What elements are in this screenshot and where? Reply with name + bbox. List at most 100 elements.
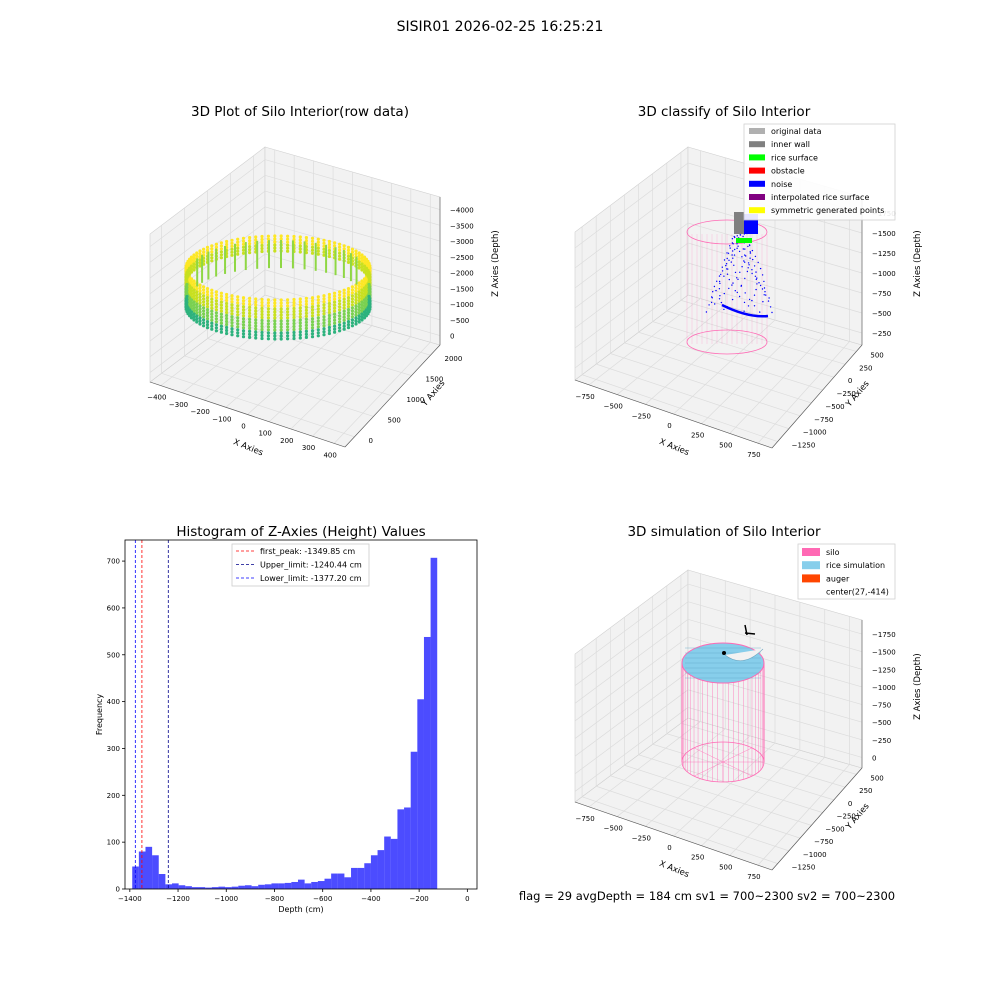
y-axis-line bbox=[771, 767, 863, 871]
data-point bbox=[346, 293, 351, 297]
data-point bbox=[292, 318, 296, 323]
data-point bbox=[202, 312, 206, 316]
data-point bbox=[210, 321, 214, 325]
noise-point bbox=[736, 277, 738, 279]
data-point bbox=[316, 298, 320, 302]
legend-swatch bbox=[802, 561, 820, 570]
noise-point bbox=[753, 305, 756, 307]
data-point bbox=[198, 286, 202, 290]
data-point bbox=[248, 299, 252, 303]
noise-point bbox=[714, 303, 716, 305]
data-point bbox=[260, 246, 264, 251]
noise-point bbox=[771, 311, 773, 314]
data-point bbox=[357, 260, 361, 264]
data-point bbox=[342, 327, 346, 331]
data-point bbox=[254, 306, 258, 310]
data-point bbox=[198, 252, 202, 256]
data-point bbox=[236, 316, 240, 320]
histogram-bar bbox=[145, 846, 153, 889]
data-point bbox=[185, 285, 189, 290]
histogram-bar bbox=[218, 886, 226, 889]
data-point bbox=[260, 240, 264, 245]
data-point bbox=[327, 307, 331, 312]
gridline-x bbox=[290, 183, 392, 430]
data-point bbox=[219, 318, 223, 322]
data-point bbox=[185, 300, 189, 305]
data-point bbox=[266, 319, 270, 323]
data-point bbox=[286, 307, 290, 311]
data-point bbox=[273, 328, 277, 332]
data-point bbox=[225, 328, 229, 333]
data-point bbox=[322, 238, 326, 242]
data-point bbox=[304, 308, 308, 312]
data-point bbox=[304, 245, 308, 249]
data-point bbox=[248, 302, 252, 306]
data-point bbox=[357, 296, 361, 300]
noise-point bbox=[743, 260, 745, 262]
data-point bbox=[322, 306, 326, 310]
data-point bbox=[219, 247, 223, 251]
noise-point bbox=[745, 255, 747, 257]
data-point bbox=[298, 333, 302, 337]
y-tick-label: −750 bbox=[814, 416, 833, 424]
noise-point bbox=[705, 311, 708, 313]
data-point bbox=[338, 326, 342, 330]
data-point bbox=[202, 250, 206, 254]
legend-label: Lower_limit: -1377.20 cm bbox=[260, 574, 362, 583]
data-point bbox=[254, 235, 258, 239]
histogram-bar bbox=[244, 885, 252, 889]
data-point bbox=[185, 297, 189, 302]
data-point bbox=[254, 303, 258, 307]
z-tick-label: −1000 bbox=[450, 301, 474, 309]
data-point bbox=[219, 250, 223, 254]
data-point bbox=[342, 303, 346, 307]
data-point bbox=[360, 312, 364, 316]
data-point bbox=[195, 296, 199, 300]
data-point bbox=[254, 300, 258, 304]
data-point bbox=[225, 319, 229, 324]
data-point bbox=[316, 249, 320, 253]
data-point bbox=[316, 334, 320, 338]
histogram-bar bbox=[172, 883, 179, 889]
data-point bbox=[273, 237, 277, 241]
data-point bbox=[304, 329, 308, 333]
x-tick-label: 250 bbox=[691, 432, 704, 440]
gridline-z bbox=[149, 159, 441, 247]
data-point bbox=[248, 236, 252, 240]
histogram-bar bbox=[404, 807, 411, 889]
data-point bbox=[354, 286, 358, 290]
noise-point bbox=[727, 268, 729, 270]
legend: silo rice simulation auger center(27,-414) bbox=[797, 543, 896, 600]
legend-label: inner wall bbox=[771, 140, 810, 149]
data-point bbox=[195, 287, 199, 291]
data-point bbox=[310, 302, 315, 306]
x-tick-label: 0 bbox=[465, 895, 469, 903]
data-point bbox=[316, 313, 320, 317]
y-tick-label: 0 bbox=[848, 800, 852, 808]
noise-point bbox=[763, 294, 765, 296]
data-point bbox=[360, 318, 364, 322]
data-point bbox=[298, 336, 302, 340]
data-point bbox=[198, 304, 202, 308]
noise-point bbox=[728, 259, 730, 261]
gridline-x bbox=[729, 186, 826, 434]
histogram-bar bbox=[264, 884, 272, 889]
data-point bbox=[350, 294, 354, 298]
data-point bbox=[333, 300, 337, 304]
noise-point bbox=[734, 271, 737, 274]
data-point bbox=[185, 282, 189, 287]
data-point bbox=[322, 333, 326, 337]
data-point bbox=[230, 300, 234, 304]
data-point bbox=[202, 291, 206, 295]
data-point bbox=[298, 300, 302, 304]
data-point bbox=[327, 310, 331, 315]
noise-point bbox=[762, 301, 764, 303]
data-point bbox=[350, 318, 354, 322]
data-point bbox=[360, 285, 364, 289]
data-point bbox=[214, 323, 218, 327]
x-tick-label: −400 bbox=[147, 394, 166, 402]
legend-swatch bbox=[749, 167, 765, 174]
noise-point bbox=[749, 251, 751, 253]
data-point bbox=[219, 294, 223, 298]
silo-wire bbox=[722, 747, 753, 763]
